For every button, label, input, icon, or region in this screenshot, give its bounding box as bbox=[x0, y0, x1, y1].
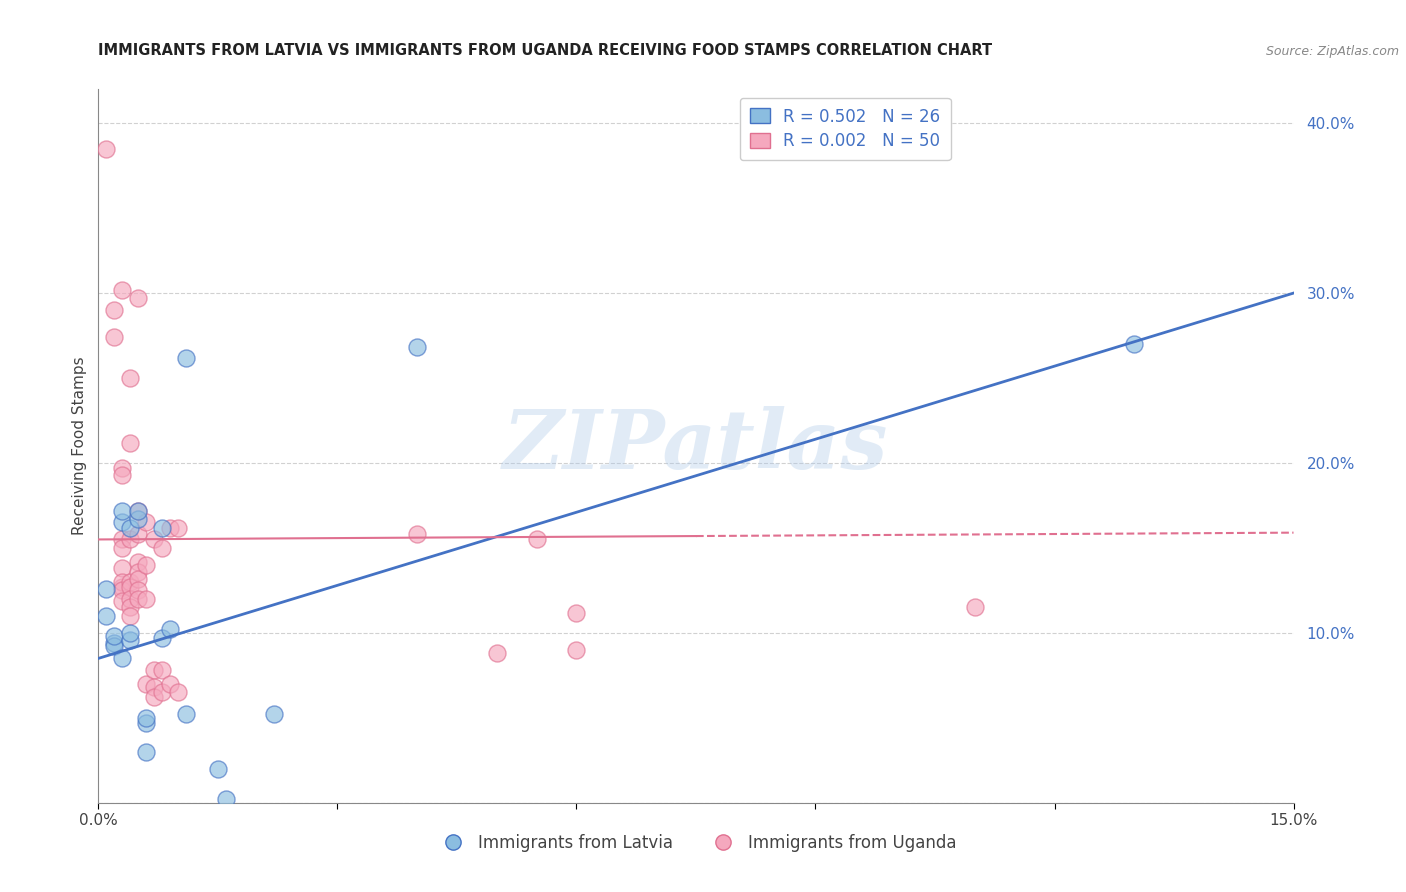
Point bbox=[150, 631, 173, 645]
Point bbox=[565, 606, 588, 620]
Point bbox=[143, 663, 166, 677]
Point bbox=[103, 636, 125, 650]
Point bbox=[111, 516, 134, 530]
Point bbox=[207, 762, 229, 776]
Point bbox=[120, 580, 142, 594]
Point bbox=[127, 503, 149, 517]
Point bbox=[103, 629, 125, 643]
Text: Source: ZipAtlas.com: Source: ZipAtlas.com bbox=[1265, 45, 1399, 58]
Point bbox=[406, 341, 429, 355]
Point bbox=[111, 593, 134, 607]
Point bbox=[127, 572, 149, 586]
Point bbox=[120, 371, 142, 385]
Point bbox=[135, 715, 157, 730]
Point bbox=[143, 680, 166, 694]
Point bbox=[120, 435, 142, 450]
Point bbox=[1123, 337, 1146, 351]
Point bbox=[111, 283, 134, 297]
Point bbox=[111, 561, 134, 575]
Point bbox=[159, 677, 181, 691]
Point bbox=[127, 527, 149, 541]
Point bbox=[127, 512, 149, 526]
Point bbox=[111, 583, 134, 598]
Point bbox=[111, 533, 134, 547]
Point bbox=[174, 707, 197, 722]
Point bbox=[111, 574, 134, 589]
Point bbox=[135, 711, 157, 725]
Point bbox=[485, 646, 508, 660]
Point bbox=[111, 651, 134, 665]
Point bbox=[127, 591, 149, 606]
Text: ZIPatlas: ZIPatlas bbox=[503, 406, 889, 486]
Point bbox=[111, 541, 134, 555]
Y-axis label: Receiving Food Stamps: Receiving Food Stamps bbox=[72, 357, 87, 535]
Point bbox=[120, 600, 142, 615]
Point bbox=[143, 533, 166, 547]
Point bbox=[135, 558, 157, 572]
Point bbox=[111, 503, 134, 517]
Point bbox=[120, 626, 142, 640]
Point bbox=[103, 303, 125, 318]
Point bbox=[135, 516, 157, 530]
Point bbox=[135, 745, 157, 759]
Legend: Immigrants from Latvia, Immigrants from Uganda: Immigrants from Latvia, Immigrants from … bbox=[429, 828, 963, 859]
Point bbox=[135, 591, 157, 606]
Point bbox=[127, 555, 149, 569]
Point bbox=[96, 582, 118, 596]
Point bbox=[135, 677, 157, 691]
Text: IMMIGRANTS FROM LATVIA VS IMMIGRANTS FROM UGANDA RECEIVING FOOD STAMPS CORRELATI: IMMIGRANTS FROM LATVIA VS IMMIGRANTS FRO… bbox=[98, 43, 993, 58]
Point bbox=[215, 792, 238, 806]
Point bbox=[127, 583, 149, 598]
Point bbox=[963, 600, 986, 615]
Point bbox=[565, 643, 588, 657]
Point bbox=[526, 533, 548, 547]
Point bbox=[167, 520, 190, 534]
Point bbox=[111, 461, 134, 475]
Point bbox=[150, 520, 173, 534]
Point bbox=[111, 467, 134, 482]
Point bbox=[103, 330, 125, 344]
Point bbox=[150, 663, 173, 677]
Point bbox=[103, 640, 125, 654]
Point bbox=[159, 623, 181, 637]
Point bbox=[96, 142, 118, 156]
Point bbox=[96, 608, 118, 623]
Point bbox=[127, 503, 149, 517]
Point bbox=[120, 608, 142, 623]
Point bbox=[111, 580, 134, 594]
Point bbox=[263, 707, 285, 722]
Point bbox=[120, 632, 142, 647]
Point bbox=[120, 574, 142, 589]
Point bbox=[167, 685, 190, 699]
Point bbox=[174, 351, 197, 365]
Point bbox=[159, 520, 181, 534]
Point bbox=[150, 541, 173, 555]
Point bbox=[150, 685, 173, 699]
Point bbox=[120, 591, 142, 606]
Point bbox=[127, 291, 149, 305]
Point bbox=[127, 565, 149, 579]
Point bbox=[120, 520, 142, 534]
Point bbox=[406, 527, 429, 541]
Point bbox=[143, 690, 166, 705]
Point bbox=[120, 533, 142, 547]
